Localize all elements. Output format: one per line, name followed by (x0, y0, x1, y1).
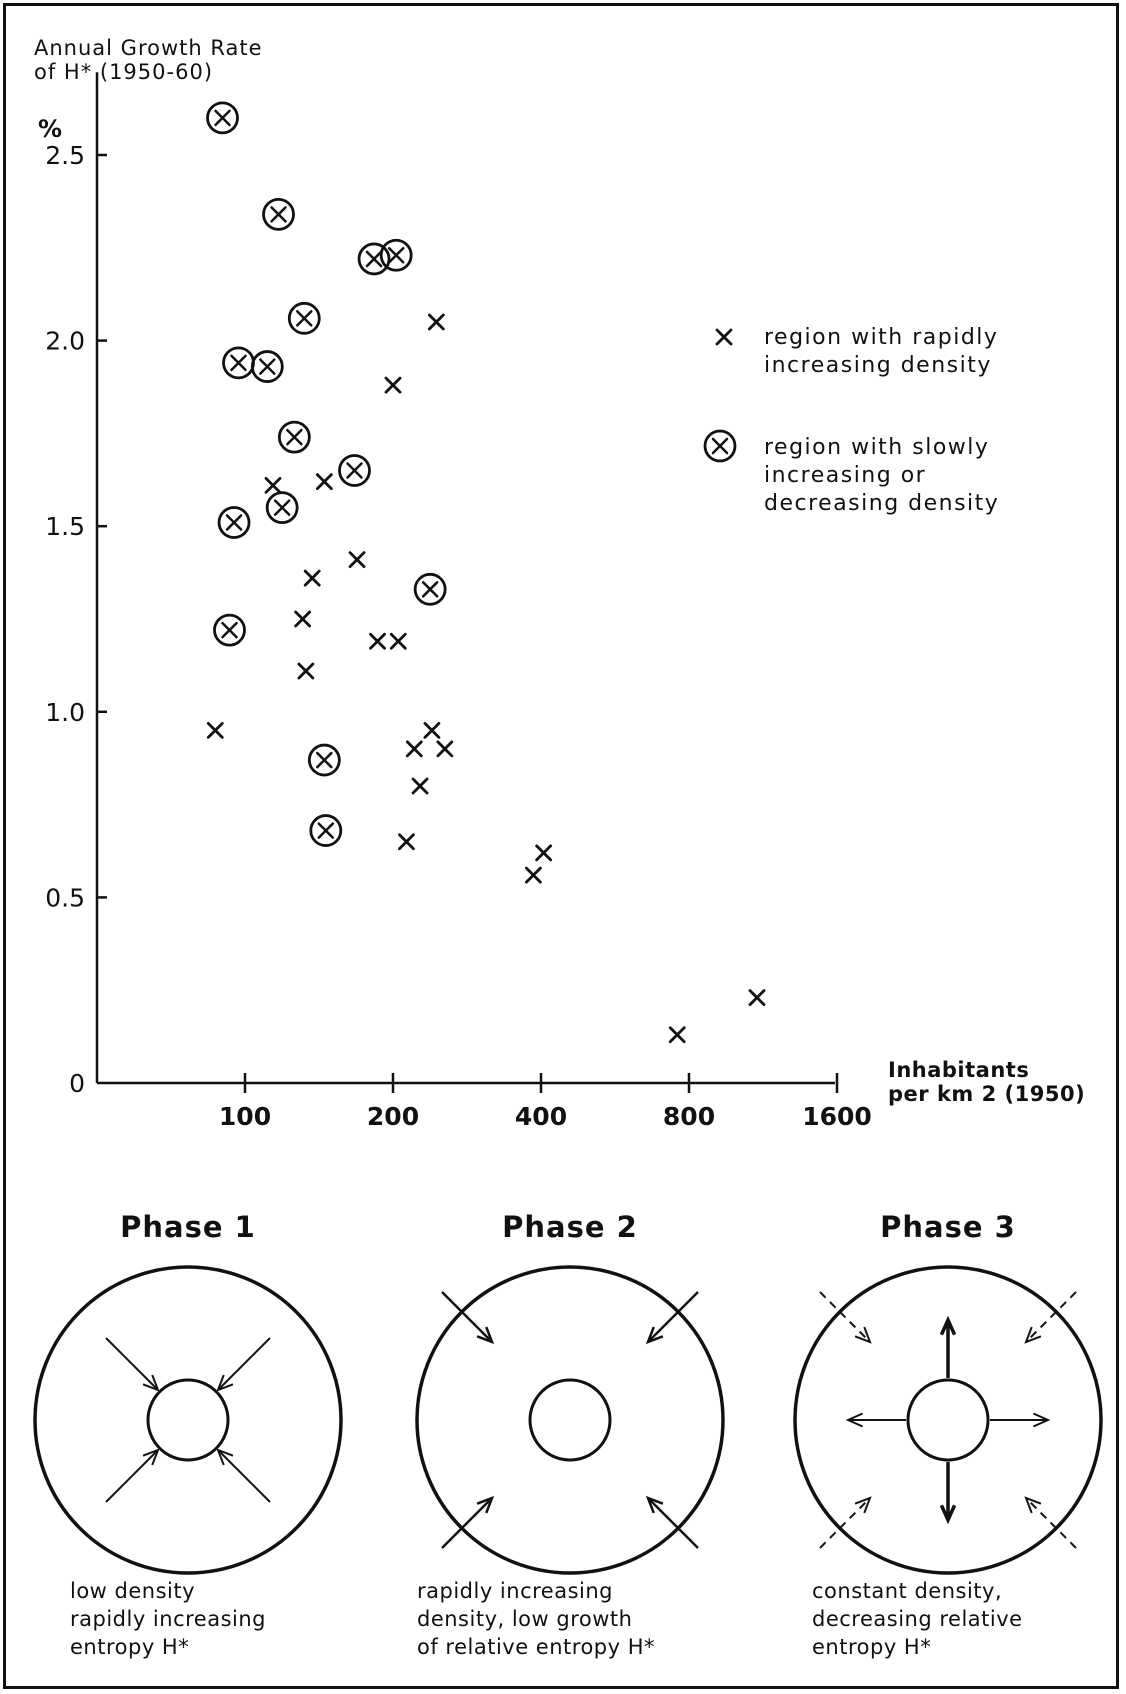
phase-caption: density, low growth (417, 1607, 632, 1631)
y-axis-title-line-2: of H* (1950-60) (34, 60, 214, 85)
circled-x-point (379, 238, 413, 272)
outflow-arrow (845, 1412, 906, 1428)
y-tick-label: 1.5 (45, 512, 85, 541)
inflow-arrow (105, 1448, 160, 1503)
legend-label: region with rapidly (764, 325, 998, 350)
dashed-inflow-arrow (819, 1291, 872, 1344)
circled-x-point (309, 814, 343, 847)
circled-x-point (217, 506, 251, 539)
x-point (535, 844, 553, 862)
circled-x-point (357, 242, 391, 276)
legend-label: region with slowly (764, 435, 989, 460)
circled-x-point (287, 301, 321, 335)
x-tick-label: 800 (663, 1102, 715, 1131)
legend-label: decreasing density (764, 491, 999, 516)
x-point (411, 777, 429, 795)
legend-circled-x-symbol (703, 429, 737, 463)
outflow-arrow (990, 1412, 1051, 1428)
inflow-arrow (441, 1495, 495, 1549)
inflow-arrow (645, 1495, 699, 1549)
outer-region-circle (793, 1265, 1103, 1575)
dashed-inflow-arrow (1024, 1291, 1077, 1344)
circled-x-point (206, 101, 239, 135)
x-point (436, 740, 454, 758)
x-point (668, 1026, 686, 1044)
phase-caption: of relative entropy H* (417, 1635, 655, 1659)
phase-caption: entropy H* (70, 1635, 189, 1659)
circled-x-point (413, 572, 447, 606)
phase-title: Phase 2 (502, 1210, 638, 1244)
x-point (206, 721, 224, 739)
circled-x-point (250, 350, 284, 383)
y-axis-title: Annual Growth Rate of H* (1950-60) (34, 36, 263, 84)
phase-caption: low density (70, 1579, 195, 1603)
phase-title: Phase 3 (880, 1210, 1016, 1244)
outflow-arrow (939, 1315, 957, 1378)
x-point (369, 632, 386, 650)
x-point (405, 740, 423, 758)
legend-x-symbol (715, 328, 733, 346)
core-city-circle (906, 1378, 990, 1462)
phase-caption: rapidly increasing (70, 1607, 266, 1631)
x-point (524, 866, 542, 884)
x-point (315, 473, 333, 491)
outer-region-circle (415, 1265, 725, 1575)
core-city-circle (146, 1378, 230, 1462)
inflow-arrow (441, 1291, 495, 1345)
outflow-arrow (939, 1462, 957, 1525)
x-point (423, 721, 441, 739)
x-tick-label: 200 (367, 1102, 419, 1131)
x-point (384, 376, 402, 394)
core-city-circle (528, 1378, 612, 1462)
inflow-arrow (105, 1337, 160, 1392)
y-tick-label: 2.0 (45, 327, 85, 356)
x-point (294, 610, 312, 628)
circled-x-point (277, 420, 311, 454)
y-tick-label: 0 (69, 1069, 85, 1098)
x-point (427, 313, 445, 331)
phase-caption: entropy H* (812, 1635, 931, 1659)
circled-x-point (307, 743, 341, 777)
legend-label: increasing or (764, 463, 926, 488)
x-tick-label: 100 (219, 1102, 271, 1131)
inflow-arrow (645, 1291, 699, 1345)
x-point (303, 569, 321, 587)
x-axis-title-line-1: Inhabitants (888, 1058, 1030, 1082)
circled-x-point (338, 454, 371, 487)
x-point (297, 662, 315, 680)
x-point (389, 632, 407, 650)
x-tick-label: 1600 (802, 1102, 872, 1131)
x-point (748, 989, 766, 1007)
circled-x-point (213, 613, 246, 647)
y-axis-title-line-1: Annual Growth Rate (34, 36, 263, 60)
inflow-arrow (216, 1448, 271, 1503)
figure-frame (3, 3, 1119, 1689)
circled-x-point (262, 197, 295, 231)
phase-caption: rapidly increasing (417, 1579, 613, 1603)
x-point (398, 833, 415, 851)
x-axis-title: Inhabitants per km 2 (1950) (888, 1058, 1085, 1106)
x-tick-label: 400 (515, 1102, 567, 1131)
legend-label: increasing density (764, 353, 992, 378)
y-tick-label: 2.5 (45, 141, 85, 170)
circled-x-point (222, 346, 255, 380)
phase-caption: decreasing relative (812, 1607, 1023, 1631)
y-tick-label: 0.5 (45, 883, 85, 912)
y-tick-label: 1.0 (45, 698, 85, 727)
circled-x-point (265, 491, 299, 525)
dashed-inflow-arrow (819, 1496, 872, 1549)
x-point (348, 551, 366, 569)
x-axis-title-line-2: per km 2 (1950) (888, 1082, 1086, 1107)
phase-title: Phase 1 (120, 1210, 256, 1244)
inflow-arrow (216, 1337, 271, 1392)
y-axis-unit: % (38, 115, 63, 143)
x-point (264, 476, 282, 494)
outer-region-circle (33, 1265, 343, 1575)
dashed-inflow-arrow (1024, 1496, 1077, 1549)
phase-caption: constant density, (812, 1579, 1002, 1603)
